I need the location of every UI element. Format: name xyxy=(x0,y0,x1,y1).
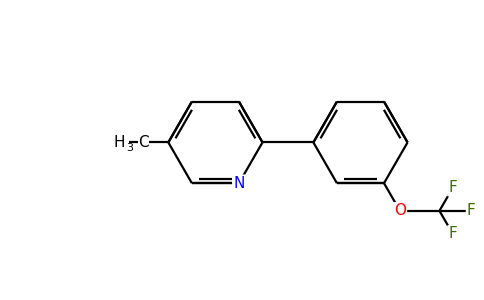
Text: F: F xyxy=(467,203,476,218)
Text: F: F xyxy=(448,226,457,241)
Text: O: O xyxy=(394,203,406,218)
Text: F: F xyxy=(448,180,457,195)
Text: 3: 3 xyxy=(126,143,133,153)
Text: N: N xyxy=(233,176,244,191)
Text: H: H xyxy=(114,135,125,150)
Text: C: C xyxy=(138,135,149,150)
